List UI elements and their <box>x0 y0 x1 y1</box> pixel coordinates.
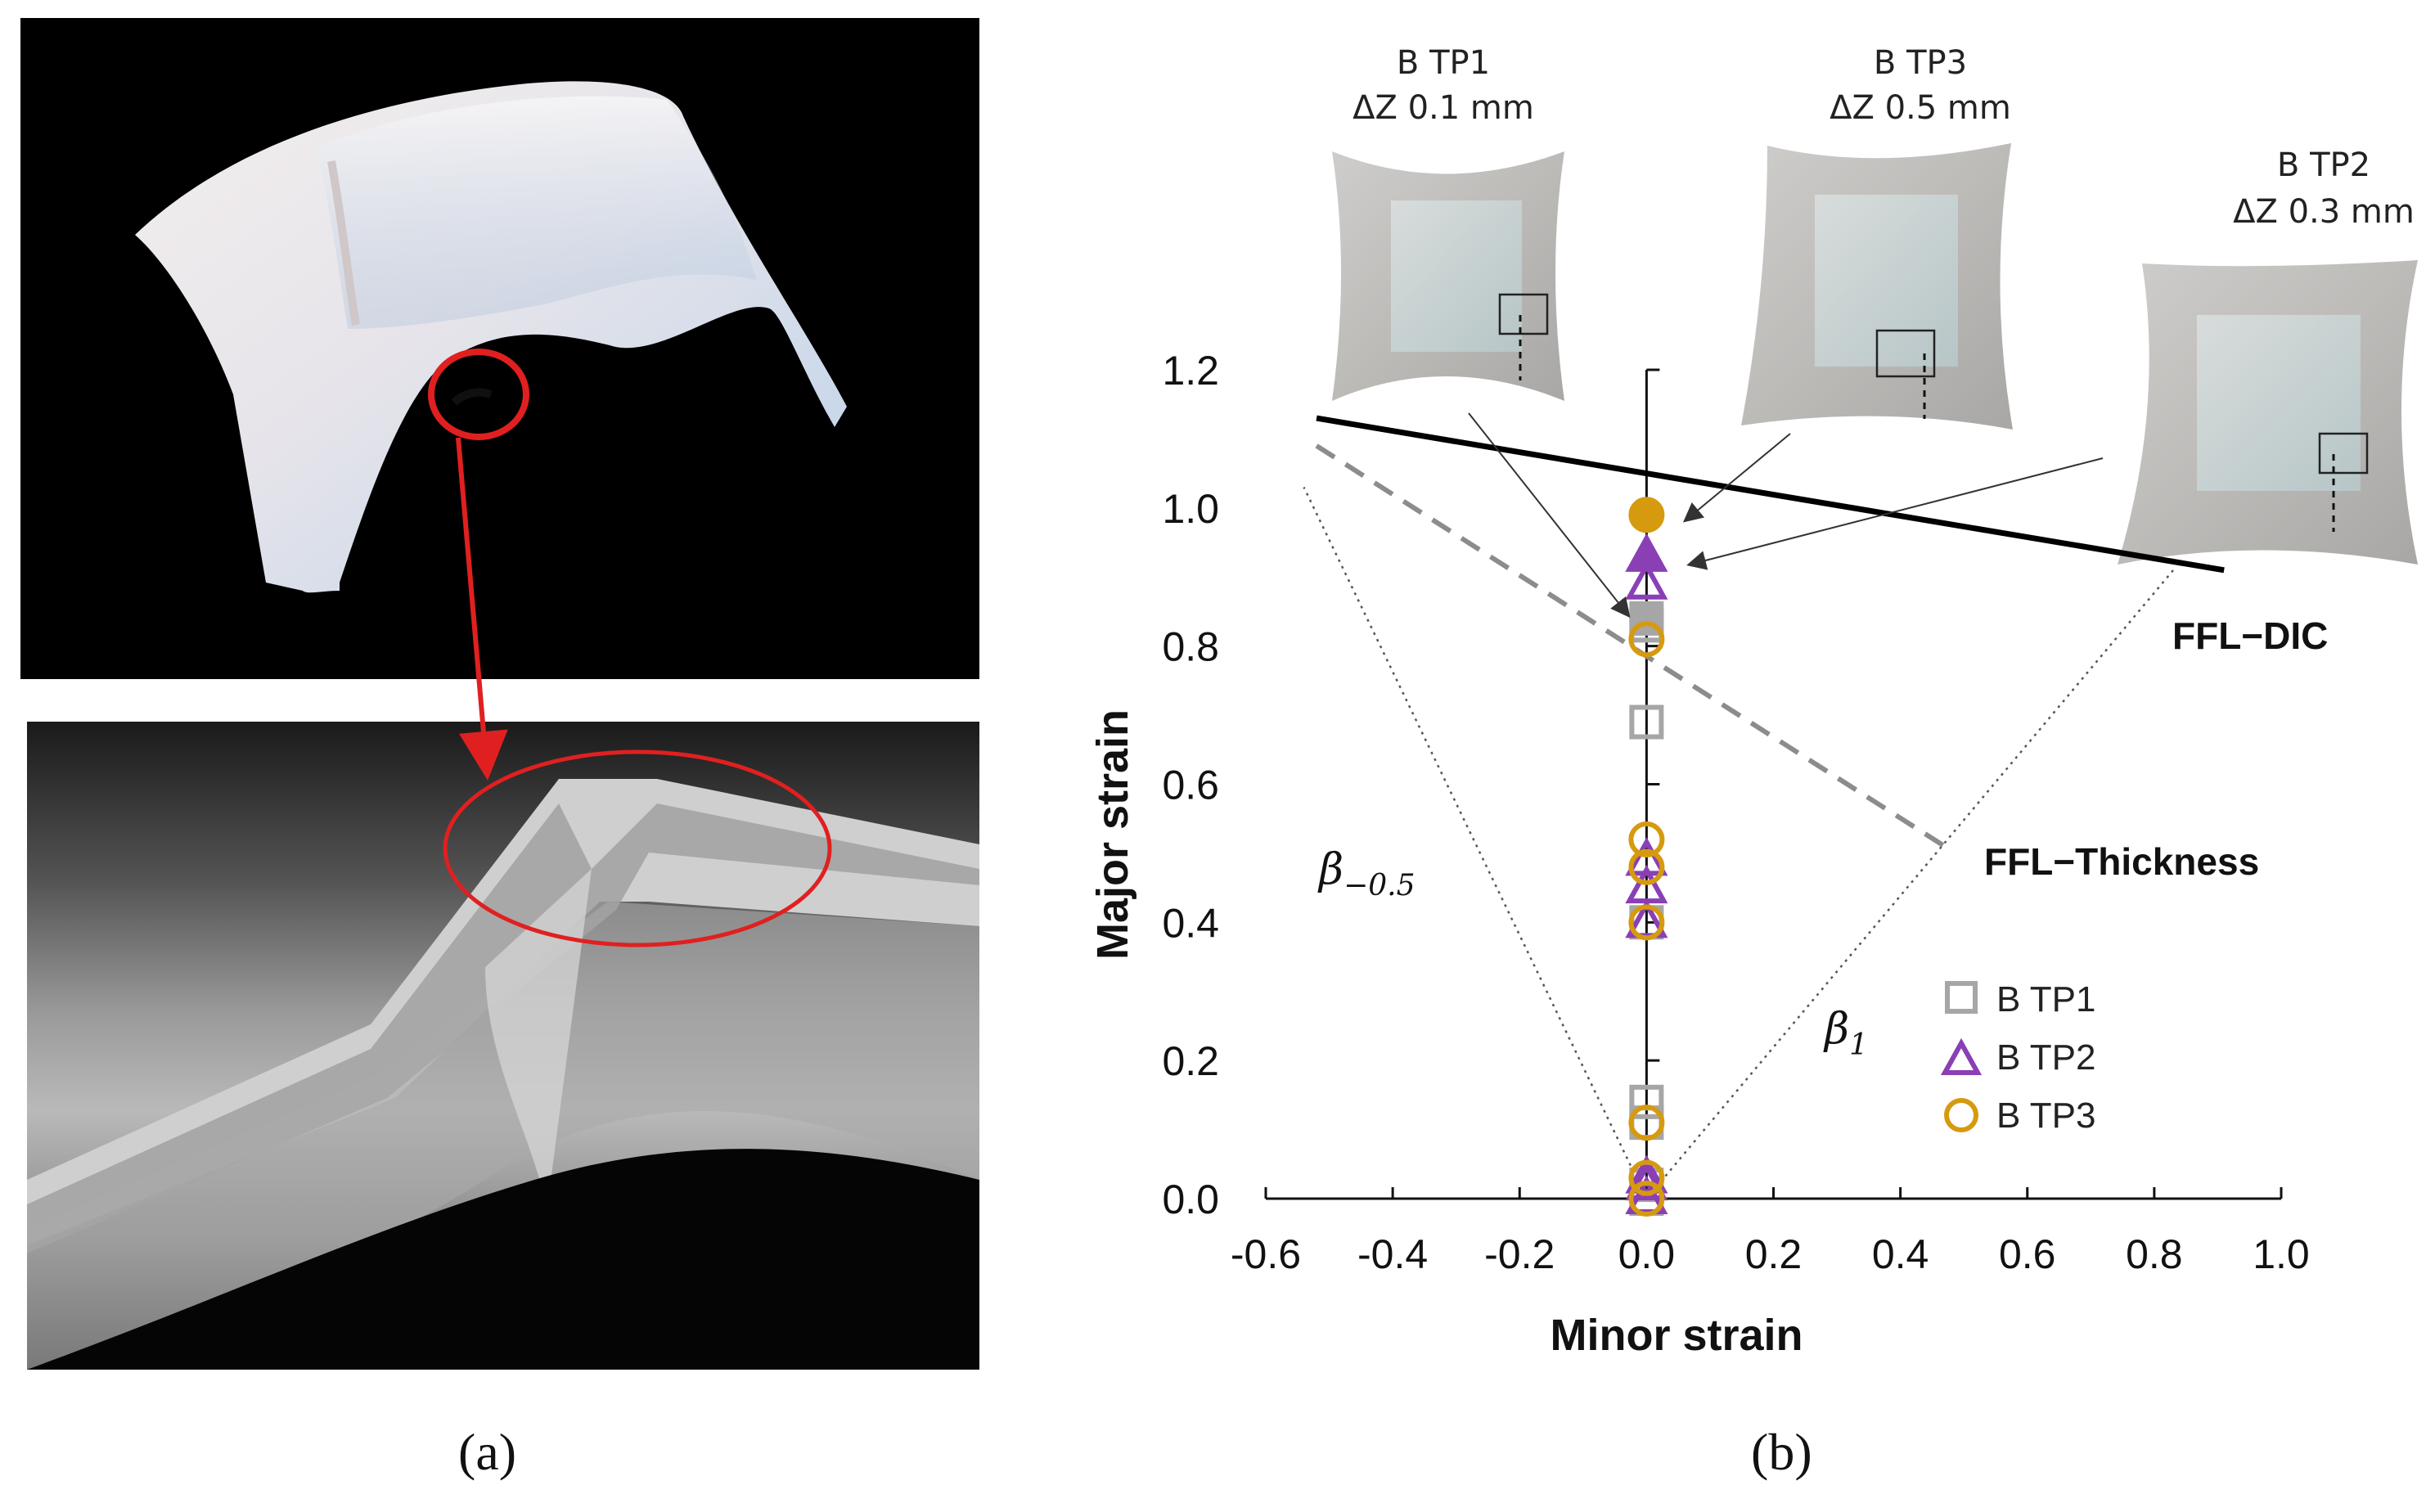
panel-a: (a) <box>0 0 998 1512</box>
inset-photo-tp3 <box>1741 143 2013 430</box>
y-tick-label: 1.2 <box>1162 348 1219 394</box>
legend-label-tp1: B TP1 <box>1996 979 2095 1019</box>
data-point-circle <box>1628 1159 1665 1196</box>
legend: B TP1 B TP2 B TP3 <box>1940 979 2095 1136</box>
legend-marker-tp3 <box>1944 1098 1978 1132</box>
ffl-thickness-label: FFL−Thickness <box>1984 840 2259 883</box>
plot-area: -0.6 -0.4 -0.2 0.0 0.2 0.4 0.6 0.8 1.0 0.0 0.2 0.4 0… <box>1162 348 2309 1277</box>
inset-tp1-name: B TP1 <box>1397 44 1490 82</box>
x-tick-label: 0.0 <box>1618 1231 1676 1277</box>
tp2-pointer-arrow <box>1686 457 2104 570</box>
y-axis-title: Major strain <box>1088 709 1137 960</box>
inset-photo-tp2 <box>2118 260 2418 565</box>
failure-point-circle <box>1628 497 1665 533</box>
x-tick-label: 0.4 <box>1872 1231 1929 1277</box>
data-point-square <box>1629 704 1664 740</box>
failure-point-triangle <box>1625 533 1668 572</box>
inset-tp2-dz: ΔZ 0.3 mm <box>2233 193 2415 231</box>
y-tick-label: 0.0 <box>1162 1177 1219 1222</box>
reference-line-0 <box>1316 415 2225 574</box>
crack-highlight <box>428 349 529 440</box>
data-point-circle <box>1628 1105 1665 1141</box>
data-point-triangle <box>1625 837 1668 876</box>
data-point-triangle <box>1625 560 1668 600</box>
inset-label-tp2: B TP2 ΔZ 0.3 mm <box>2233 146 2415 231</box>
inset-label-tp3: B TP3 ΔZ 0.5 mm <box>1830 44 2011 127</box>
inset-tp3-name: B TP3 <box>1874 44 1967 82</box>
tp3-pointer-arrow <box>1682 433 1791 523</box>
inset-label-tp1: B TP1 ΔZ 0.1 mm <box>1353 44 1534 127</box>
legend-label-tp2: B TP2 <box>1996 1037 2095 1078</box>
legend-marker-tp1 <box>1945 981 1978 1014</box>
x-tick-label: -0.4 <box>1357 1231 1428 1277</box>
data-point-circle <box>1628 1181 1665 1217</box>
y-tick-label: 0.4 <box>1162 900 1219 946</box>
inset-photo-tp1 <box>1332 151 1564 401</box>
x-tick-label: 0.6 <box>1999 1231 2056 1277</box>
x-tick-label: 0.8 <box>2126 1231 2183 1277</box>
data-point-triangle <box>1625 1161 1668 1201</box>
beta-one-label: β1 <box>1823 1005 1868 1062</box>
x-tick-label: 0.2 <box>1745 1231 1803 1277</box>
reference-line-2 <box>1303 486 1648 1199</box>
tp1-pointer-arrow <box>1468 412 1631 619</box>
y-tick-label: 0.6 <box>1162 763 1219 808</box>
inset-tp2-name: B TP2 <box>2277 146 2370 184</box>
legend-marker-tp2 <box>1940 1037 1983 1075</box>
data-point-triangle <box>1625 899 1668 938</box>
y-tick-label: 0.2 <box>1162 1038 1219 1084</box>
inset-tp3-dz: ΔZ 0.5 mm <box>1830 89 2011 127</box>
data-point-circle <box>1628 904 1665 941</box>
formed-part-photo <box>20 18 979 679</box>
legend-label-tp3: B TP3 <box>1996 1096 2095 1136</box>
ffl-dic-label: FFL−DIC <box>2172 614 2328 657</box>
crack-closeup-photo <box>27 722 979 1370</box>
y-tick-label: 0.8 <box>1162 624 1219 670</box>
crack-closeup-illustration <box>27 749 979 1370</box>
x-tick-label: -0.2 <box>1484 1231 1555 1277</box>
y-tick-label: 1.0 <box>1162 486 1219 532</box>
data-point-circle <box>1628 621 1665 658</box>
panel-a-caption: (a) <box>458 1423 517 1481</box>
connector-arrow <box>456 437 508 781</box>
reference-line-1 <box>1315 443 1947 849</box>
data-point-circle <box>1628 821 1665 858</box>
beta-neg-label: β−0.5 <box>1317 845 1415 902</box>
x-axis-title: Minor strain <box>1550 1311 1803 1360</box>
x-tick-label: 1.0 <box>2253 1231 2310 1277</box>
data-point-square <box>1629 1084 1664 1119</box>
data-point-circle <box>1628 848 1665 885</box>
inset-pointer-arrows <box>1468 412 2104 619</box>
inset-tp1-dz: ΔZ 0.1 mm <box>1353 89 1534 127</box>
panel-b-caption: (b) <box>1751 1423 1812 1481</box>
x-tick-label: -0.6 <box>1231 1231 1301 1277</box>
formed-part-illustration <box>135 81 847 593</box>
data-point-triangle <box>1625 864 1668 904</box>
